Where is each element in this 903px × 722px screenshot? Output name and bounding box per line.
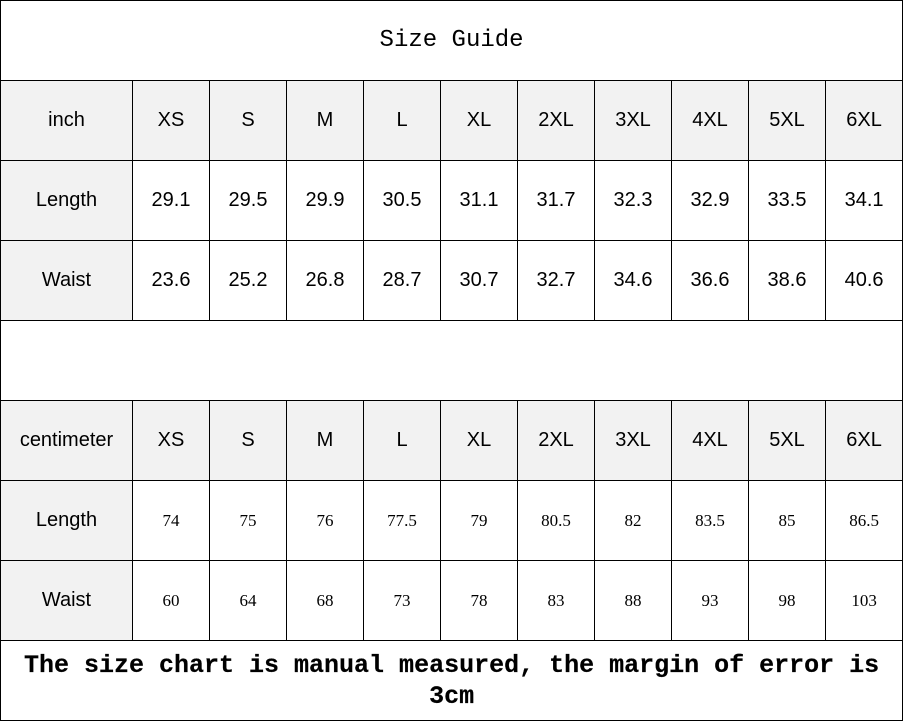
size-header: L bbox=[363, 80, 441, 161]
unit-label: centimeter bbox=[0, 400, 133, 481]
measure-value: 98 bbox=[748, 560, 826, 641]
measure-value: 83.5 bbox=[671, 480, 749, 561]
measure-value: 26.8 bbox=[286, 240, 364, 321]
size-header: XS bbox=[132, 80, 210, 161]
measure-value: 28.7 bbox=[363, 240, 441, 321]
measure-value: 31.7 bbox=[517, 160, 595, 241]
size-header: 6XL bbox=[824, 80, 903, 161]
measure-label: Waist bbox=[0, 560, 133, 641]
centimeter-waist-row: Waist 60 64 68 73 78 83 88 93 98 103 bbox=[0, 560, 903, 641]
size-header: XL bbox=[440, 80, 518, 161]
measure-value: 29.9 bbox=[286, 160, 364, 241]
measure-value: 82 bbox=[594, 480, 672, 561]
measure-value: 73 bbox=[363, 560, 441, 641]
unit-label: inch bbox=[0, 80, 133, 161]
measure-value: 23.6 bbox=[132, 240, 210, 321]
size-header: 5XL bbox=[748, 400, 826, 481]
measure-value: 64 bbox=[209, 560, 287, 641]
size-header: M bbox=[286, 80, 364, 161]
measure-value: 60 bbox=[132, 560, 210, 641]
measure-value: 68 bbox=[286, 560, 364, 641]
size-header: L bbox=[363, 400, 441, 481]
inch-waist-row: Waist 23.6 25.2 26.8 28.7 30.7 32.7 34.6 36.6 38.… bbox=[0, 240, 903, 321]
measure-value: 79 bbox=[440, 480, 518, 561]
measure-value: 29.5 bbox=[209, 160, 287, 241]
size-header: 3XL bbox=[594, 80, 672, 161]
size-header: 2XL bbox=[517, 80, 595, 161]
inch-header-row: inch XS S M L XL 2XL 3XL 4XL 5XL 6XL bbox=[0, 80, 903, 161]
spacer bbox=[0, 320, 903, 401]
footer-row: The size chart is manual measured, the m… bbox=[0, 640, 903, 721]
centimeter-header-row: centimeter XS S M L XL 2XL 3XL 4XL 5XL 6XL bbox=[0, 400, 903, 481]
size-header: 4XL bbox=[671, 80, 749, 161]
measure-value: 33.5 bbox=[748, 160, 826, 241]
inch-length-row: Length 29.1 29.5 29.9 30.5 31.1 31.7 32.3 32.9 33… bbox=[0, 160, 903, 241]
measure-value: 85 bbox=[748, 480, 826, 561]
measure-value: 36.6 bbox=[671, 240, 749, 321]
size-header: S bbox=[209, 400, 287, 481]
measure-value: 25.2 bbox=[209, 240, 287, 321]
measure-value: 34.1 bbox=[824, 160, 903, 241]
measure-label: Length bbox=[0, 160, 133, 241]
measure-value: 34.6 bbox=[594, 240, 672, 321]
measure-value: 30.7 bbox=[440, 240, 518, 321]
measure-value: 103 bbox=[824, 560, 903, 641]
centimeter-length-row: Length 74 75 76 77.5 79 80.5 82 83.5 85 86.5 bbox=[0, 480, 903, 561]
footer-note: The size chart is manual measured, the m… bbox=[0, 640, 903, 721]
measure-value: 75 bbox=[209, 480, 287, 561]
measure-value: 76 bbox=[286, 480, 364, 561]
measure-value: 74 bbox=[132, 480, 210, 561]
measure-value: 93 bbox=[671, 560, 749, 641]
measure-value: 80.5 bbox=[517, 480, 595, 561]
size-header: 6XL bbox=[824, 400, 903, 481]
measure-label: Waist bbox=[0, 240, 133, 321]
title-row: Size Guide bbox=[0, 0, 903, 81]
measure-label: Length bbox=[0, 480, 133, 561]
measure-value: 32.7 bbox=[517, 240, 595, 321]
measure-value: 40.6 bbox=[824, 240, 903, 321]
measure-value: 32.9 bbox=[671, 160, 749, 241]
page-title: Size Guide bbox=[0, 0, 903, 81]
measure-value: 83 bbox=[517, 560, 595, 641]
size-header: 5XL bbox=[748, 80, 826, 161]
size-header: XL bbox=[440, 400, 518, 481]
spacer-row bbox=[0, 320, 903, 401]
measure-value: 77.5 bbox=[363, 480, 441, 561]
measure-value: 30.5 bbox=[363, 160, 441, 241]
measure-value: 78 bbox=[440, 560, 518, 641]
size-header: 2XL bbox=[517, 400, 595, 481]
size-header: 4XL bbox=[671, 400, 749, 481]
size-header: 3XL bbox=[594, 400, 672, 481]
measure-value: 31.1 bbox=[440, 160, 518, 241]
measure-value: 32.3 bbox=[594, 160, 672, 241]
measure-value: 29.1 bbox=[132, 160, 210, 241]
measure-value: 38.6 bbox=[748, 240, 826, 321]
size-header: M bbox=[286, 400, 364, 481]
measure-value: 86.5 bbox=[824, 480, 903, 561]
size-header: XS bbox=[132, 400, 210, 481]
size-header: S bbox=[209, 80, 287, 161]
measure-value: 88 bbox=[594, 560, 672, 641]
